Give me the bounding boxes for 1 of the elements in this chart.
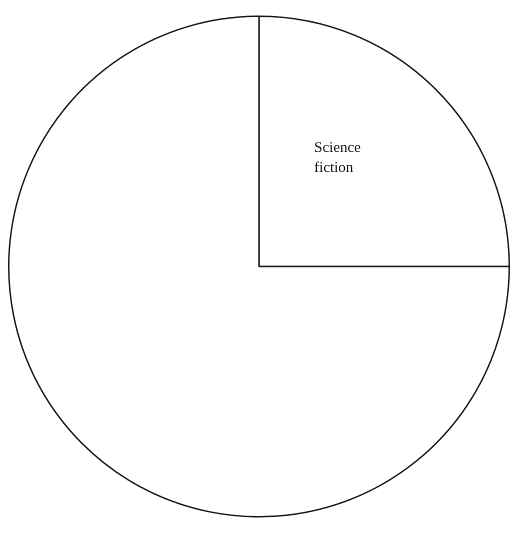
slice-label: Science fiction (314, 140, 362, 176)
